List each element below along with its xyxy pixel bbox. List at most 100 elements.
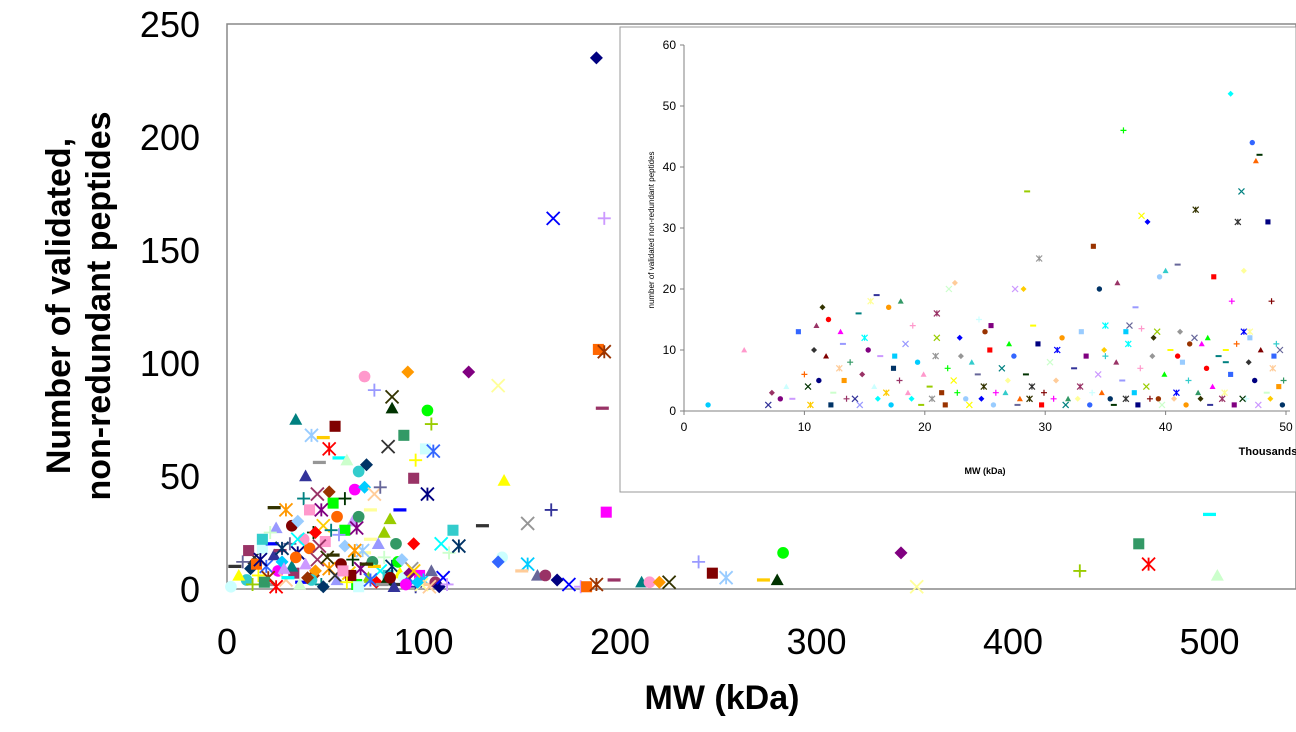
inset-data-point [965,401,973,409]
inset-data-point [1053,377,1060,384]
inset-data-point [1138,325,1145,332]
main-data-point [597,211,611,225]
inset-y-tick-label: 30 [663,221,677,235]
main-y-tick-label: 150 [140,230,200,271]
inset-data-point [1065,395,1072,402]
main-data-point [312,538,327,554]
inset-data-point [1207,403,1214,406]
main-data-point [265,542,279,546]
inset-data-point [825,316,832,323]
main-data-point [297,533,310,546]
main-data-point [253,552,268,567]
main-x-tick-label: 300 [786,621,846,662]
inset-data-point [956,334,963,341]
inset-data-point [1026,395,1033,403]
inset-data-point [928,395,936,403]
main-data-point [589,577,604,592]
main-data-point [225,580,237,593]
inset-data-point [1149,353,1156,360]
inset-data-point [1020,286,1027,292]
inset-data-point [1132,306,1139,309]
inset-data-point [882,389,890,397]
main-data-point [595,406,609,410]
inset-data-point [1280,377,1287,384]
main-data-point [393,508,407,512]
main-data-point [332,456,346,460]
main-data-point [322,485,336,499]
inset-data-point [1155,396,1162,402]
main-data-point [316,580,330,594]
inset-data-point [1113,359,1120,365]
main-data-point [380,439,396,454]
inset-x-tick-label: 20 [918,420,932,434]
inset-data-point [865,347,871,353]
inset-data-point [1238,187,1245,195]
main-data-point [652,575,666,589]
inset-data-point [1256,153,1263,156]
inset-y-tick-label: 40 [663,160,677,174]
inset-data-point [1249,139,1255,146]
inset-data-point [1110,403,1117,406]
inset-data-point [987,347,993,353]
inset-data-point [1107,396,1113,402]
main-data-point [367,486,382,502]
inset-data-point [1120,127,1127,134]
inset-data-point [835,364,843,372]
inset-data-point [768,389,775,396]
main-y-tick-label: 200 [140,117,200,158]
inset-data-point [1279,402,1286,408]
inset-data-point [1046,358,1054,366]
main-y-axis-label-line1: Number of validated, [40,138,78,474]
inset-data-point [1006,340,1013,347]
inset-data-point [789,397,796,400]
inset-data-point [1231,402,1237,408]
inset-data-point [1071,367,1078,370]
main-points [225,51,1224,594]
main-data-point [520,556,535,572]
inset-data-point [843,395,850,402]
main-x-ticks: 0 100 200 300 400 500 [217,621,1240,662]
main-y-axis-label-line2: non-redundant peptides [80,111,118,500]
inset-data-point [1083,353,1089,359]
inset-data-point [939,390,945,396]
inset-data-point [801,371,808,378]
inset-data-point [1252,157,1259,164]
main-x-tick-label: 100 [393,621,453,662]
main-data-point [550,573,564,587]
main-data-point [312,460,326,465]
main-data-point [643,576,656,589]
inset-y-axis-label: number of validated non-redundant peptid… [647,152,656,309]
inset-data-point [1218,395,1226,403]
main-data-point [451,538,467,554]
main-data-point [285,559,299,572]
main-data-point [349,520,364,536]
main-data-point [384,571,396,584]
inset-plot: 0 10 20 30 40 50 60 0 10 20 30 40 50 Thousands MW (… [619,26,1296,493]
main-data-point [1203,512,1216,517]
inset-data-point [944,365,951,372]
inset-data-point [1186,341,1193,347]
inset-data-point [764,401,772,409]
main-data-point [546,211,561,226]
main-data-point [256,542,268,554]
main-data-point [387,580,401,592]
main-data-point [246,577,260,591]
inset-data-point [877,355,884,358]
main-data-point [330,573,344,586]
main-data-point [345,569,357,581]
inset-data-point [1273,340,1280,347]
main-data-point [706,567,718,579]
main-data-point [348,483,361,496]
main-data-point [409,453,423,467]
main-data-point [777,546,789,559]
main-data-point [263,582,277,587]
inset-data-point [1022,373,1029,376]
inset-data-point [1102,353,1109,360]
inset-data-point [963,396,969,402]
main-data-point [322,441,337,457]
inset-data-point [1268,298,1275,305]
inset-data-point [1138,212,1145,220]
main-data-point [347,543,362,558]
main-data-point [422,579,437,594]
inset-data-point [888,402,894,408]
